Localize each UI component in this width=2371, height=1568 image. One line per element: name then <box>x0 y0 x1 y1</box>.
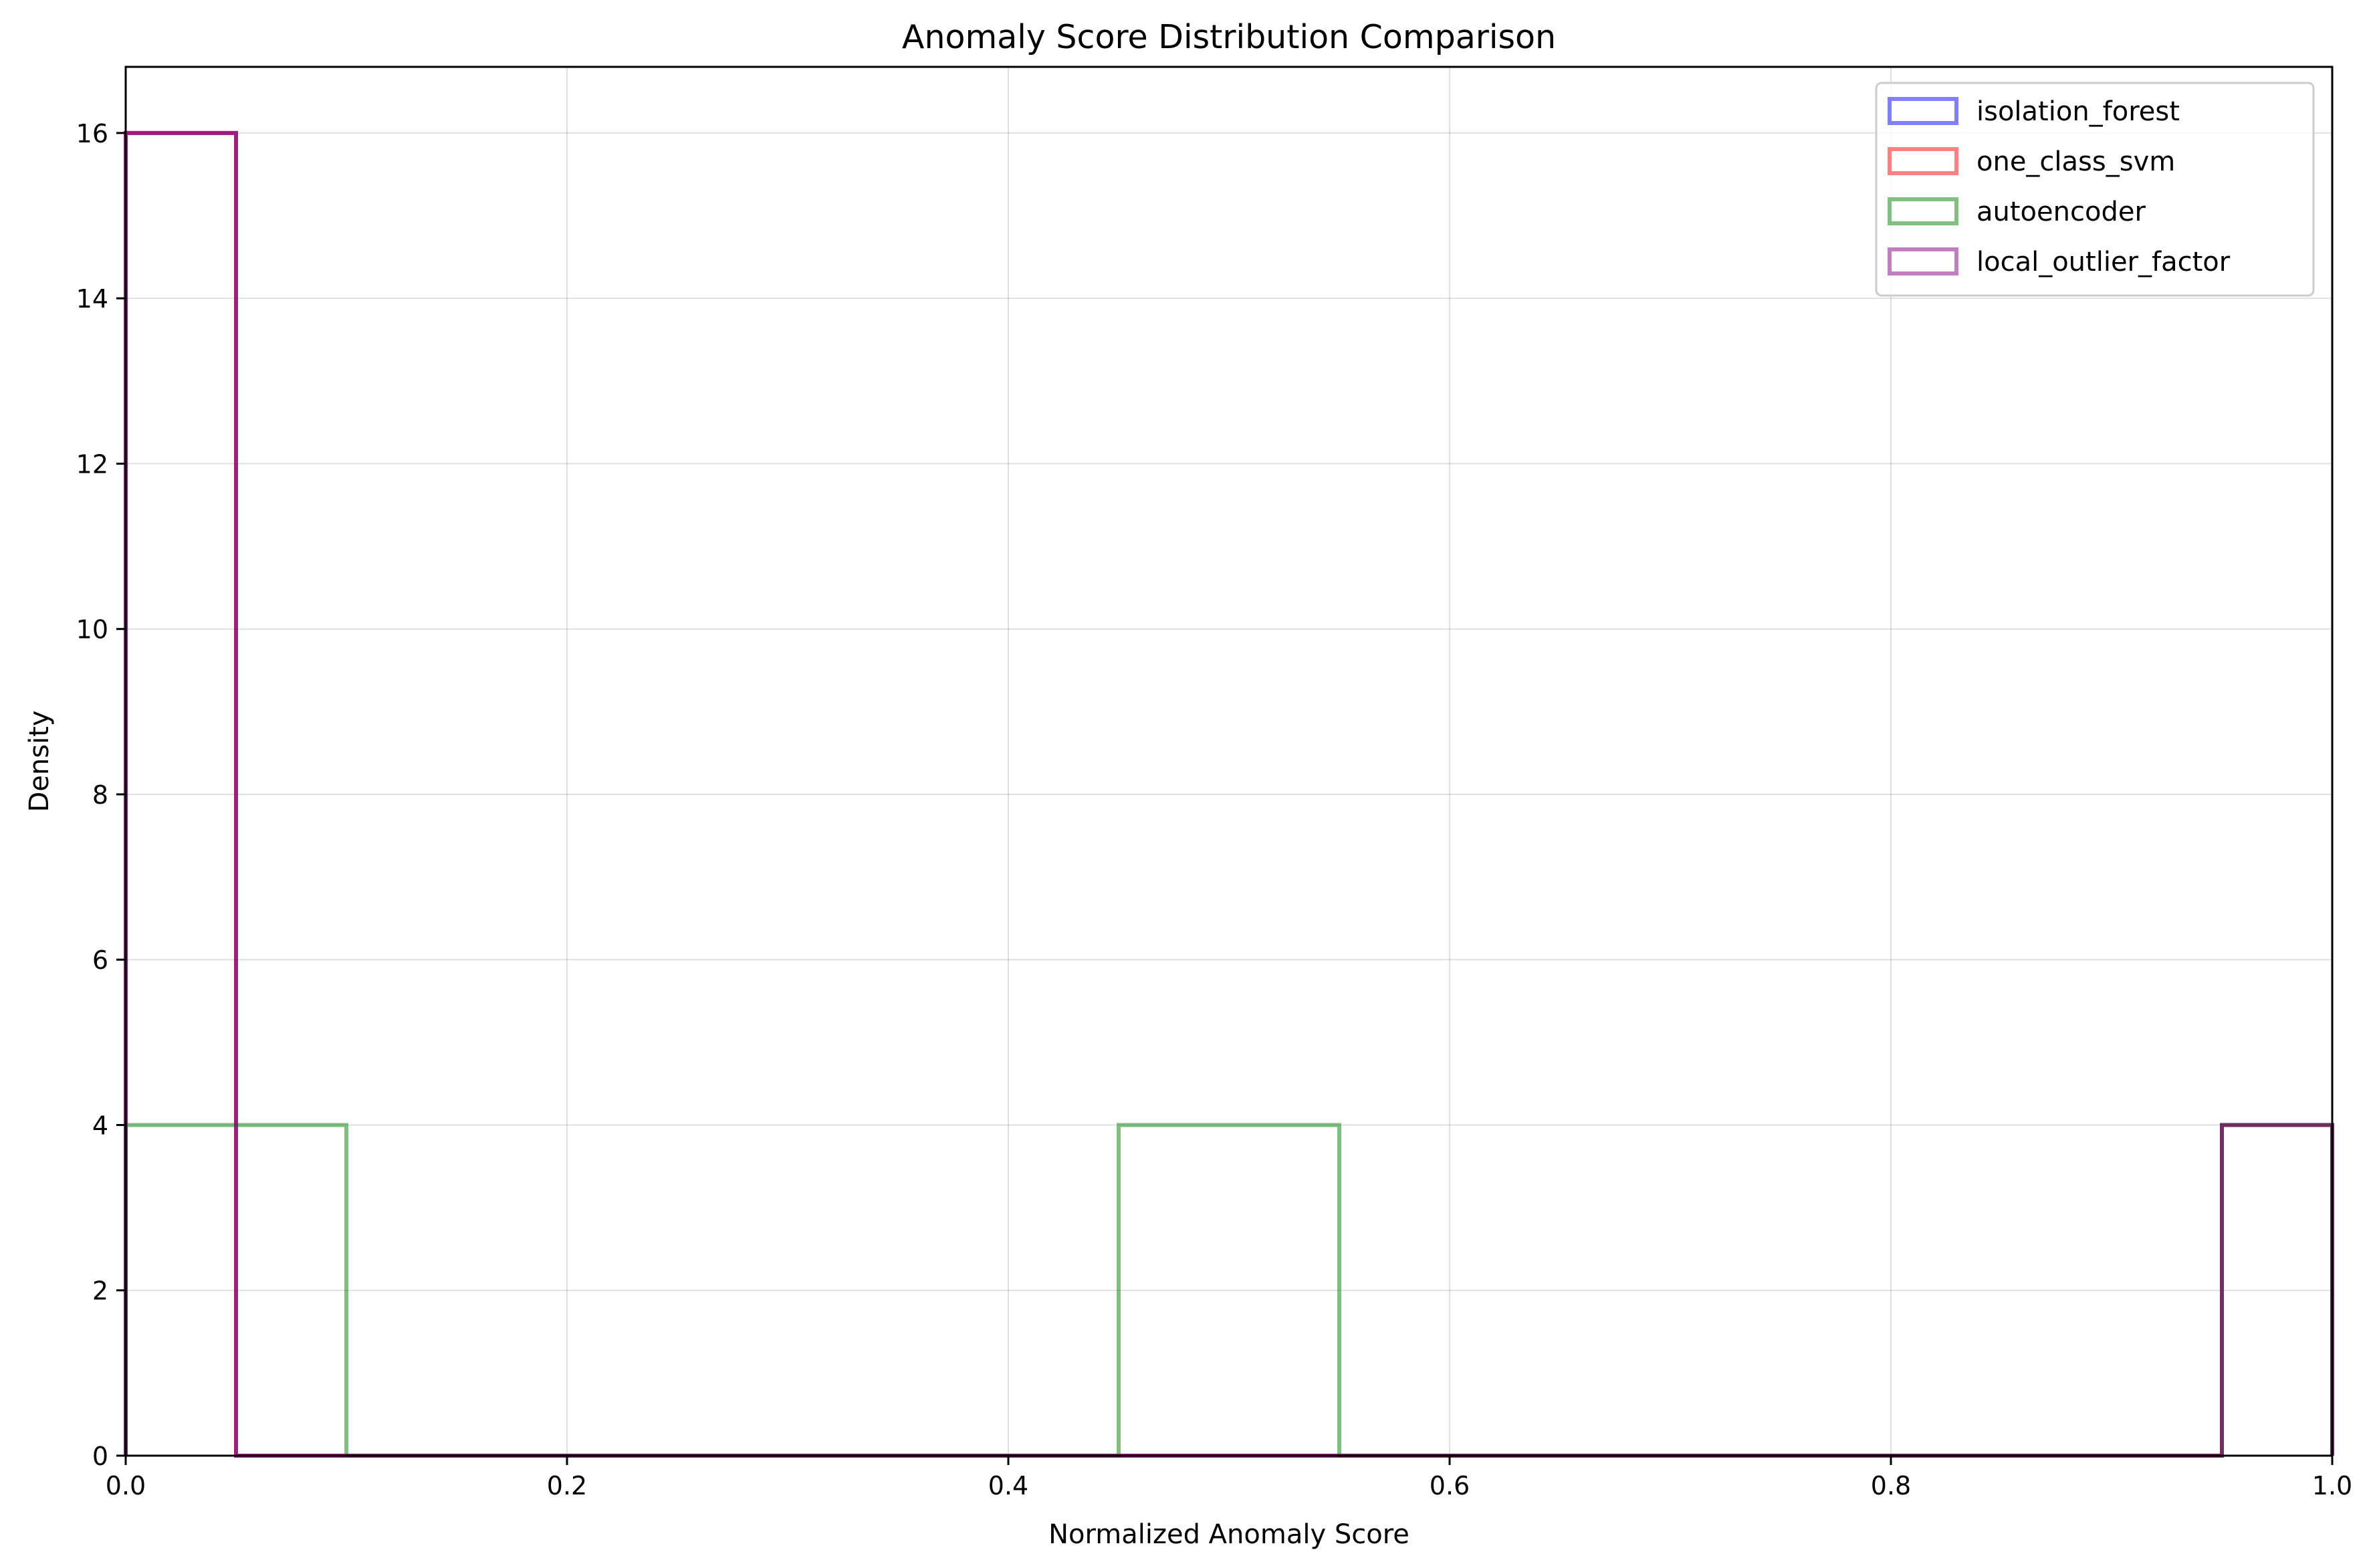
legend: isolation_forest one_class_svm autoencoder… <box>1875 82 2315 297</box>
y-tick-label: 6 <box>92 945 108 975</box>
legend-label-local-outlier-factor: local_outlier_factor <box>1977 247 2231 277</box>
plot-frame <box>124 66 2334 1457</box>
chart-title: Anomaly Score Distribution Comparison <box>902 18 1556 56</box>
grid-lines <box>125 67 2333 1456</box>
axis-ticks: 0.0 0.2 0.4 0.6 0.8 1.0 0 2 4 6 8 10 12 14 16 <box>76 119 2353 1500</box>
y-tick-label: 12 <box>76 449 108 479</box>
legend-swatch-local-outlier-factor <box>1888 247 1958 275</box>
y-tick-label: 8 <box>92 780 108 810</box>
x-tick-label: 0.0 <box>106 1471 146 1500</box>
legend-swatch-autoencoder <box>1888 197 1958 225</box>
legend-label-isolation-forest: isolation_forest <box>1977 96 2180 127</box>
y-tick-label: 10 <box>76 615 108 645</box>
legend-swatch-one-class-svm <box>1888 147 1958 175</box>
legend-swatch-isolation-forest <box>1888 97 1958 125</box>
x-tick-label: 1.0 <box>2312 1471 2352 1500</box>
y-axis-label: Density <box>24 710 55 812</box>
legend-box <box>1875 82 2315 297</box>
y-tick-label: 0 <box>92 1442 108 1471</box>
x-tick-label: 0.2 <box>547 1471 587 1500</box>
y-tick-label: 14 <box>76 284 108 314</box>
x-axis-label: Normalized Anomaly Score <box>1048 1519 1409 1550</box>
legend-label-autoencoder: autoencoder <box>1977 197 2146 227</box>
legend-label-one-class-svm: one_class_svm <box>1977 146 2175 177</box>
y-tick-label: 4 <box>92 1111 108 1140</box>
y-tick-label: 2 <box>92 1276 108 1306</box>
x-tick-label: 0.8 <box>1871 1471 1911 1500</box>
y-tick-label: 16 <box>76 119 108 148</box>
x-tick-label: 0.4 <box>988 1471 1028 1500</box>
x-tick-label: 0.6 <box>1430 1471 1470 1500</box>
